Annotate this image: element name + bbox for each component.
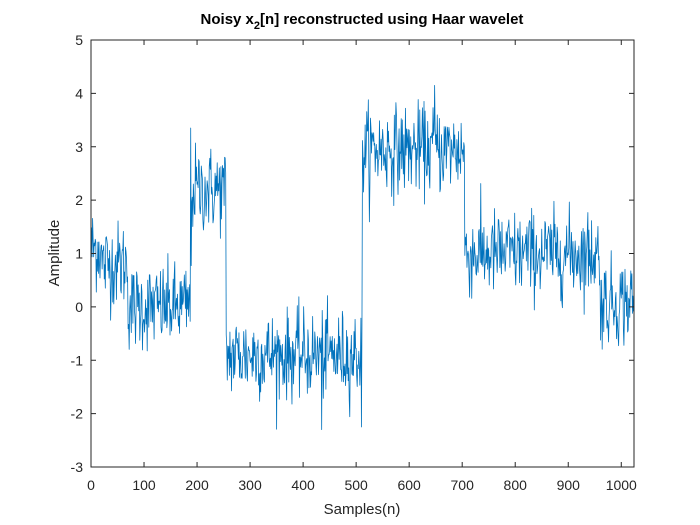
x-tick-label: 200 <box>185 477 209 493</box>
y-tick-label: 1 <box>75 246 83 262</box>
tick-layer: 0 100 200 300 400 500 600 700 800 900 1000 -3 -2 -1 0 1… <box>71 32 638 493</box>
y-tick-label: -3 <box>71 459 84 475</box>
data-layer <box>91 84 634 431</box>
x-tick-label: 900 <box>557 477 581 493</box>
x-tick-label: 600 <box>397 477 421 493</box>
title-part-main: Noisy x <box>201 11 255 28</box>
y-tick-label: -2 <box>71 406 84 422</box>
y-tick-label: 5 <box>75 32 83 48</box>
title-subscript: 2 <box>254 20 260 32</box>
x-axis-label: Samples(n) <box>324 501 401 518</box>
title-part-rest: [n] reconstructed using Haar wavelet <box>260 11 523 28</box>
y-tick-label: 0 <box>75 299 83 315</box>
signal-line <box>91 84 634 431</box>
x-tick-label: 400 <box>291 477 315 493</box>
chart-title: Noisy x2[n] reconstructed using Haar wav… <box>201 11 524 32</box>
x-tick-label: 1000 <box>606 477 637 493</box>
y-tick-label: 4 <box>75 85 83 101</box>
x-tick-label: 100 <box>132 477 156 493</box>
y-tick-label: 2 <box>75 192 83 208</box>
x-tick-label: 800 <box>504 477 528 493</box>
y-tick-label: -1 <box>71 352 84 368</box>
x-tick-label: 500 <box>344 477 368 493</box>
y-axis-label: Amplitude <box>46 220 63 287</box>
x-tick-label: 0 <box>87 477 95 493</box>
y-tick-label: 3 <box>75 139 83 155</box>
x-tick-label: 300 <box>238 477 262 493</box>
x-tick-label: 700 <box>451 477 475 493</box>
